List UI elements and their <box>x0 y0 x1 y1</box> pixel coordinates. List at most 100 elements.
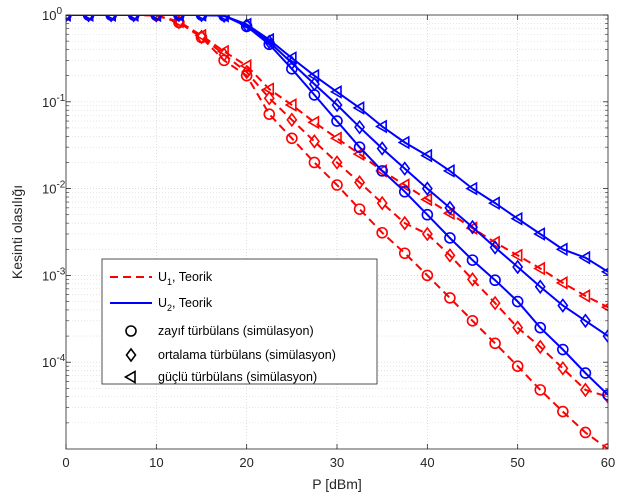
series-marker-u1-triangle-left <box>375 163 387 178</box>
series-marker-u1-circle <box>444 292 456 304</box>
series-marker-u2-triangle-left <box>126 15 139 22</box>
series-marker-u1-triangle-left <box>284 98 297 112</box>
series-marker-u1-circle <box>353 203 366 215</box>
x-tick-label: 10 <box>149 455 163 470</box>
y-axis-label: Kesinti olasılığı <box>9 185 25 279</box>
series-marker-u2-triangle-left <box>555 242 568 257</box>
series-marker-u1-diamond <box>489 295 501 311</box>
series-marker-u2-diamond <box>105 15 117 23</box>
series-marker-u1-circle <box>240 69 253 82</box>
series-marker-u2-diamond <box>421 181 433 196</box>
series-marker-u2-diamond <box>534 279 546 295</box>
series-line-u1-diamond <box>66 15 608 398</box>
series-marker-u2-circle <box>534 321 547 334</box>
series-marker-u1-diamond <box>286 112 298 128</box>
series-marker-u2-triangle-left <box>375 119 387 134</box>
series-marker-u1-triangle-left <box>420 192 433 207</box>
series-marker-u2-triangle-left <box>600 267 608 276</box>
series-marker-u1-diamond <box>602 389 608 405</box>
series-marker-u1-diamond <box>263 90 275 106</box>
x-axis-label: P [dBm] <box>312 476 362 492</box>
series-line-u2-triangle-left <box>66 15 608 273</box>
series-marker-u2-diamond <box>354 119 366 135</box>
series-marker-u2-diamond <box>196 15 207 23</box>
series-marker-u1-triangle-left <box>239 58 252 73</box>
series-marker-u2-triangle-left <box>442 163 455 178</box>
series-marker-u2-diamond <box>557 298 569 313</box>
series-marker-u2-diamond <box>150 15 162 23</box>
legend-marker-triangle-left <box>123 370 136 384</box>
series-marker-u2-triangle-left <box>194 15 207 22</box>
series-marker-u2-triangle-left <box>239 17 252 32</box>
series-line-u1-triangle-left <box>66 15 608 309</box>
legend-marker-diamond <box>125 347 137 363</box>
series-marker-u1-circle <box>466 314 479 327</box>
legend-label-5: güçlü türbülans (simülasyon) <box>158 370 317 384</box>
series-marker-u1-triangle-left <box>533 261 546 276</box>
series-marker-u2-diamond <box>331 97 343 113</box>
series-marker-u1-diamond <box>421 226 433 242</box>
x-tick-label: 20 <box>239 455 253 470</box>
series-marker-u2-diamond <box>128 15 140 23</box>
y-tick-label: 10-4 <box>42 353 66 370</box>
series-marker-u1-diamond <box>534 339 546 355</box>
series-marker-u2-circle <box>398 185 411 198</box>
legend: U1, Teorik U2, Teorik zayıf türbülans (sim… <box>101 258 378 385</box>
series-marker-u1-triangle-left <box>510 248 523 263</box>
series-line-u2-circle <box>66 15 608 396</box>
series-marker-u1-circle <box>489 337 501 350</box>
series-marker-u2-circle <box>511 295 524 308</box>
series-marker-u1-diamond <box>467 272 478 287</box>
series-marker-u1-triangle-left <box>352 147 365 161</box>
series-marker-u2-triangle-left <box>397 135 410 150</box>
series-marker-u1-diamond <box>512 320 524 335</box>
series-line-u1-circle <box>66 15 608 449</box>
series-marker-u2-diamond <box>602 328 608 344</box>
series-marker-u1-diamond <box>354 175 366 190</box>
y-tick-label: 10-3 <box>42 266 66 283</box>
series-marker-u2-circle <box>421 208 434 221</box>
series-layer <box>66 15 608 449</box>
series-marker-u2-triangle-left <box>104 15 116 22</box>
series-marker-u2-circle <box>579 367 592 379</box>
series-marker-u2-triangle-left <box>149 15 162 22</box>
series-marker-u1-circle <box>534 384 547 396</box>
series-marker-u1-diamond <box>308 134 320 149</box>
series-marker-u1-circle <box>511 360 524 372</box>
series-marker-u2-triangle-left <box>171 15 184 22</box>
series-marker-u2-diamond <box>579 313 591 329</box>
series-marker-u2-circle <box>376 165 388 177</box>
series-marker-u2-triangle-left <box>533 227 546 241</box>
series-marker-u1-diamond <box>331 155 343 170</box>
x-tick-label: 30 <box>330 455 344 470</box>
series-marker-u2-diamond <box>512 259 524 275</box>
x-tick-label: 0 <box>62 455 69 470</box>
series-marker-u2-circle <box>557 343 569 356</box>
series-marker-u1-triangle-left <box>216 44 229 59</box>
series-marker-u2-diamond <box>308 76 320 92</box>
series-marker-u1-triangle-left <box>555 275 568 290</box>
series-marker-u1-triangle-left <box>487 235 500 250</box>
series-marker-u1-triangle-left <box>307 115 320 130</box>
legend-label-2: U2, Teorik <box>158 296 213 313</box>
series-marker-u1-circle <box>557 405 569 418</box>
series-marker-u1-diamond <box>399 215 411 231</box>
series-marker-u1-diamond <box>444 248 456 263</box>
series-marker-u2-triangle-left <box>352 101 365 115</box>
y-tick-label: 10-1 <box>42 93 66 110</box>
legend-label-3: zayıf türbülans (simülasyon) <box>158 324 314 338</box>
series-marker-u2-diamond <box>444 200 456 216</box>
series-marker-u2-triangle-left <box>510 211 523 226</box>
series-marker-u2-diamond <box>467 219 478 235</box>
x-tick-label: 60 <box>601 455 615 470</box>
series-marker-u2-diamond <box>173 15 185 23</box>
series-marker-u2-triangle-left <box>329 85 342 99</box>
series-marker-u2-triangle-left <box>465 181 478 196</box>
series-marker-u2-diamond <box>218 15 230 24</box>
series-marker-u1-circle <box>398 247 411 260</box>
series-marker-u2-triangle-left <box>307 68 320 83</box>
series-marker-u1-diamond <box>557 360 569 376</box>
series-marker-u1-triangle-left <box>442 206 455 221</box>
series-marker-u2-circle <box>353 141 366 153</box>
